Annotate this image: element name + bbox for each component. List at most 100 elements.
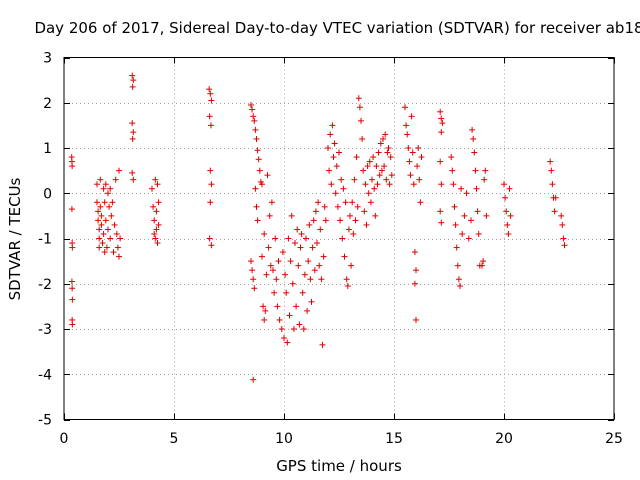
- data-point: [130, 176, 137, 183]
- data-point: [295, 262, 302, 269]
- data-point: [415, 145, 422, 151]
- data-point: [254, 147, 261, 154]
- data-point: [452, 221, 459, 228]
- data-point: [102, 181, 109, 188]
- data-point: [153, 226, 160, 233]
- data-point: [206, 113, 213, 120]
- data-point: [149, 185, 155, 192]
- y-tick-label: 2: [43, 96, 52, 112]
- data-point: [276, 316, 283, 323]
- data-point: [275, 258, 282, 265]
- data-point: [285, 235, 292, 242]
- data-point: [463, 190, 470, 197]
- data-point: [386, 181, 393, 188]
- data-point: [282, 271, 289, 278]
- data-point: [356, 104, 363, 111]
- data-point: [333, 163, 340, 170]
- data-point: [438, 129, 445, 136]
- data-point: [547, 158, 554, 165]
- data-point: [339, 235, 346, 242]
- data-point: [94, 199, 100, 206]
- data-point: [316, 262, 323, 269]
- data-point: [320, 253, 327, 260]
- data-point: [256, 167, 263, 174]
- data-point: [107, 185, 114, 192]
- data-point: [437, 108, 444, 115]
- x-tick-labels: 0 5 10 15 20 25: [60, 431, 623, 447]
- data-point: [69, 296, 76, 303]
- data-point: [207, 90, 214, 97]
- data-point: [129, 135, 136, 142]
- data-point: [475, 230, 482, 237]
- data-point: [103, 244, 110, 251]
- data-point: [350, 230, 357, 237]
- data-point: [297, 244, 304, 251]
- data-point: [450, 181, 457, 188]
- data-point: [457, 283, 463, 290]
- data-point: [506, 185, 513, 192]
- data-point: [109, 199, 116, 206]
- data-point: [387, 154, 394, 161]
- data-point: [469, 126, 476, 133]
- data-point: [288, 212, 295, 219]
- data-point: [105, 190, 111, 197]
- data-point: [351, 176, 358, 183]
- data-point: [322, 217, 329, 224]
- data-point: [458, 185, 465, 192]
- data-point: [279, 249, 286, 256]
- data-point: [388, 172, 395, 179]
- data-point: [290, 326, 297, 332]
- data-point: [455, 276, 462, 283]
- data-point: [411, 249, 418, 256]
- data-point: [329, 122, 336, 129]
- data-point: [270, 267, 276, 274]
- data-point: [307, 276, 314, 283]
- data-point: [363, 221, 370, 228]
- data-point: [68, 206, 75, 213]
- data-point: [365, 190, 372, 197]
- data-point: [155, 199, 162, 206]
- data-point: [292, 240, 298, 247]
- data-point: [454, 262, 461, 269]
- data-point: [375, 149, 382, 156]
- y-tick-label: 0: [43, 186, 52, 202]
- data-point: [461, 212, 468, 219]
- data-point: [268, 199, 275, 206]
- data-point: [95, 208, 102, 215]
- y-tick-label: -2: [38, 277, 52, 293]
- data-point: [153, 208, 160, 215]
- data-point: [281, 335, 287, 342]
- data-point: [108, 212, 115, 219]
- data-point: [99, 240, 106, 247]
- data-point: [308, 298, 315, 305]
- y-tick-label: -3: [38, 322, 52, 338]
- data-point: [273, 276, 280, 283]
- data-point: [249, 106, 256, 113]
- data-point: [248, 258, 254, 265]
- y-tick-labels: -5 -4 -3 -2 -1 0 1 2 3: [38, 51, 52, 429]
- data-point: [472, 167, 479, 174]
- data-point: [341, 253, 348, 260]
- y-axis-label: SDTVAR / TECUs: [6, 177, 24, 300]
- data-point: [303, 235, 309, 242]
- data-point: [283, 289, 290, 296]
- data-point: [366, 158, 373, 165]
- data-point: [549, 181, 556, 188]
- data-point: [266, 212, 273, 219]
- data-point: [354, 203, 361, 210]
- data-point: [504, 221, 511, 228]
- data-point: [437, 208, 444, 215]
- data-point: [248, 102, 254, 109]
- data-point: [294, 226, 301, 233]
- data-point: [250, 113, 257, 120]
- data-point: [403, 122, 410, 129]
- data-point: [263, 271, 270, 278]
- data-point: [151, 217, 158, 224]
- data-point: [207, 122, 214, 129]
- data-point: [253, 203, 260, 210]
- data-point: [265, 244, 272, 251]
- grid: [64, 57, 614, 420]
- data-point: [501, 181, 507, 188]
- data-point: [377, 140, 384, 147]
- data-point: [548, 167, 555, 174]
